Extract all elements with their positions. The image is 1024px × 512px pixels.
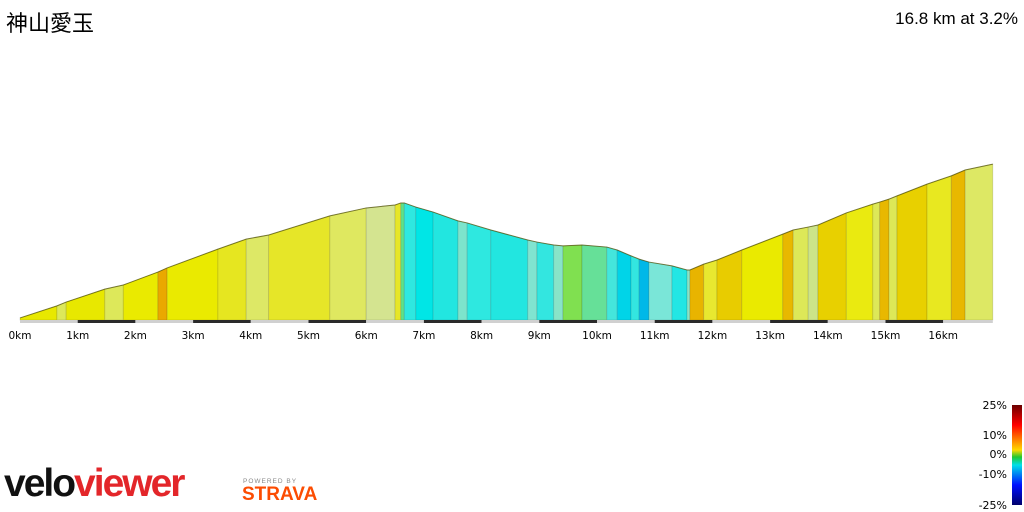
profile-segment [56, 301, 67, 321]
axis-km-band [943, 320, 993, 323]
x-tick-label: 13km [755, 330, 785, 342]
profile-segment [166, 248, 219, 321]
axis-km-band [885, 320, 944, 323]
profile-segment [638, 258, 650, 321]
profile-segment [686, 269, 691, 321]
profile-segment [671, 265, 688, 321]
axis-km-band [77, 320, 136, 323]
x-tick-label: 12km [698, 330, 728, 342]
x-tick-label: 9km [528, 330, 551, 342]
x-tick-label: 10km [582, 330, 612, 342]
profile-segment [872, 201, 881, 321]
legend-label-minus25: -25% [979, 499, 1007, 512]
x-tick-label: 6km [355, 330, 378, 342]
axis-km-band [193, 320, 251, 323]
profile-segment [896, 183, 928, 321]
x-tick-label: 11km [640, 330, 670, 342]
profile-segment [65, 288, 106, 321]
profile-segment [553, 244, 564, 321]
legend-label-0: 0% [990, 448, 1007, 461]
axis-km-band [20, 320, 78, 323]
profile-segment [329, 207, 367, 321]
profile-segment [845, 203, 874, 321]
profile-segment [689, 263, 705, 321]
profile-segment [807, 224, 819, 321]
x-tick-label: 1km [66, 330, 89, 342]
profile-segment [648, 261, 673, 321]
axis-km-band [770, 320, 828, 323]
segment-summary: 16.8 km at 3.2% [895, 9, 1018, 28]
segment-title: 神山愛玉 [6, 12, 95, 37]
gradient-legend-bar [1012, 405, 1022, 505]
profile-segment [457, 220, 468, 321]
profile-segment [926, 175, 952, 321]
x-tick-label: 15km [871, 330, 901, 342]
profile-segment [394, 202, 402, 321]
axis-km-band [827, 320, 886, 323]
profile-segment [879, 198, 890, 321]
profile-segment [217, 238, 247, 321]
x-tick-label: 5km [297, 330, 320, 342]
logo-viewer: viewer [74, 462, 185, 505]
profile-segment [782, 229, 794, 321]
axis-km-band [481, 320, 540, 323]
x-tick-label: 14km [813, 330, 843, 342]
axis-km-band [712, 320, 771, 323]
profile-segment [716, 249, 743, 321]
profile-segment [616, 249, 632, 321]
x-tick-label: 8km [470, 330, 493, 342]
profile-segment [245, 234, 270, 321]
profile-segment [122, 271, 159, 321]
profile-segment [104, 284, 124, 321]
profile-segment [964, 163, 994, 321]
profile-segment [432, 211, 459, 321]
x-tick-label: 7km [412, 330, 435, 342]
legend-label-25: 25% [983, 399, 1007, 412]
profile-segment [268, 215, 331, 321]
profile-segment [817, 212, 847, 321]
axis-km-band [250, 320, 309, 323]
logo-velo: velo [4, 462, 76, 505]
x-tick-label: 3km [182, 330, 205, 342]
profile-segment [606, 246, 618, 321]
profile-segment [490, 229, 529, 321]
profile-segment [400, 202, 405, 321]
legend-label-minus10: -10% [979, 468, 1007, 481]
profile-segment [630, 255, 640, 321]
powered-by-label: POWERED BY [243, 478, 298, 485]
legend-label-10: 10% [983, 429, 1007, 442]
strava-logo: STRAVA [242, 484, 318, 505]
axis-km-band [423, 320, 482, 323]
x-tick-label: 4km [239, 330, 262, 342]
axis-km-band [539, 320, 597, 323]
profile-segment [562, 244, 583, 321]
profile-segment [466, 222, 492, 321]
profile-segment [581, 244, 608, 321]
profile-segment [792, 226, 809, 321]
profile-segment [403, 202, 417, 321]
axis-km-band [654, 320, 713, 323]
profile-segment [527, 239, 538, 321]
profile-segment [365, 204, 396, 321]
axis-km-band [366, 320, 424, 323]
profile-segment [703, 259, 718, 321]
profile-segment [950, 169, 966, 321]
profile-outline [19, 163, 993, 319]
profile-segment [536, 241, 555, 321]
veloviewer-logo: veloviewer [4, 462, 185, 506]
axis-km-band [135, 320, 194, 323]
x-tick-label: 0km [9, 330, 32, 342]
profile-segment [888, 195, 898, 321]
x-tick-label: 2km [124, 330, 147, 342]
profile-segment [415, 206, 434, 321]
x-tick-label: 16km [928, 330, 958, 342]
profile-segment [157, 267, 168, 321]
axis-km-band [308, 320, 367, 323]
axis-km-band [597, 320, 655, 323]
profile-segment [741, 233, 784, 321]
